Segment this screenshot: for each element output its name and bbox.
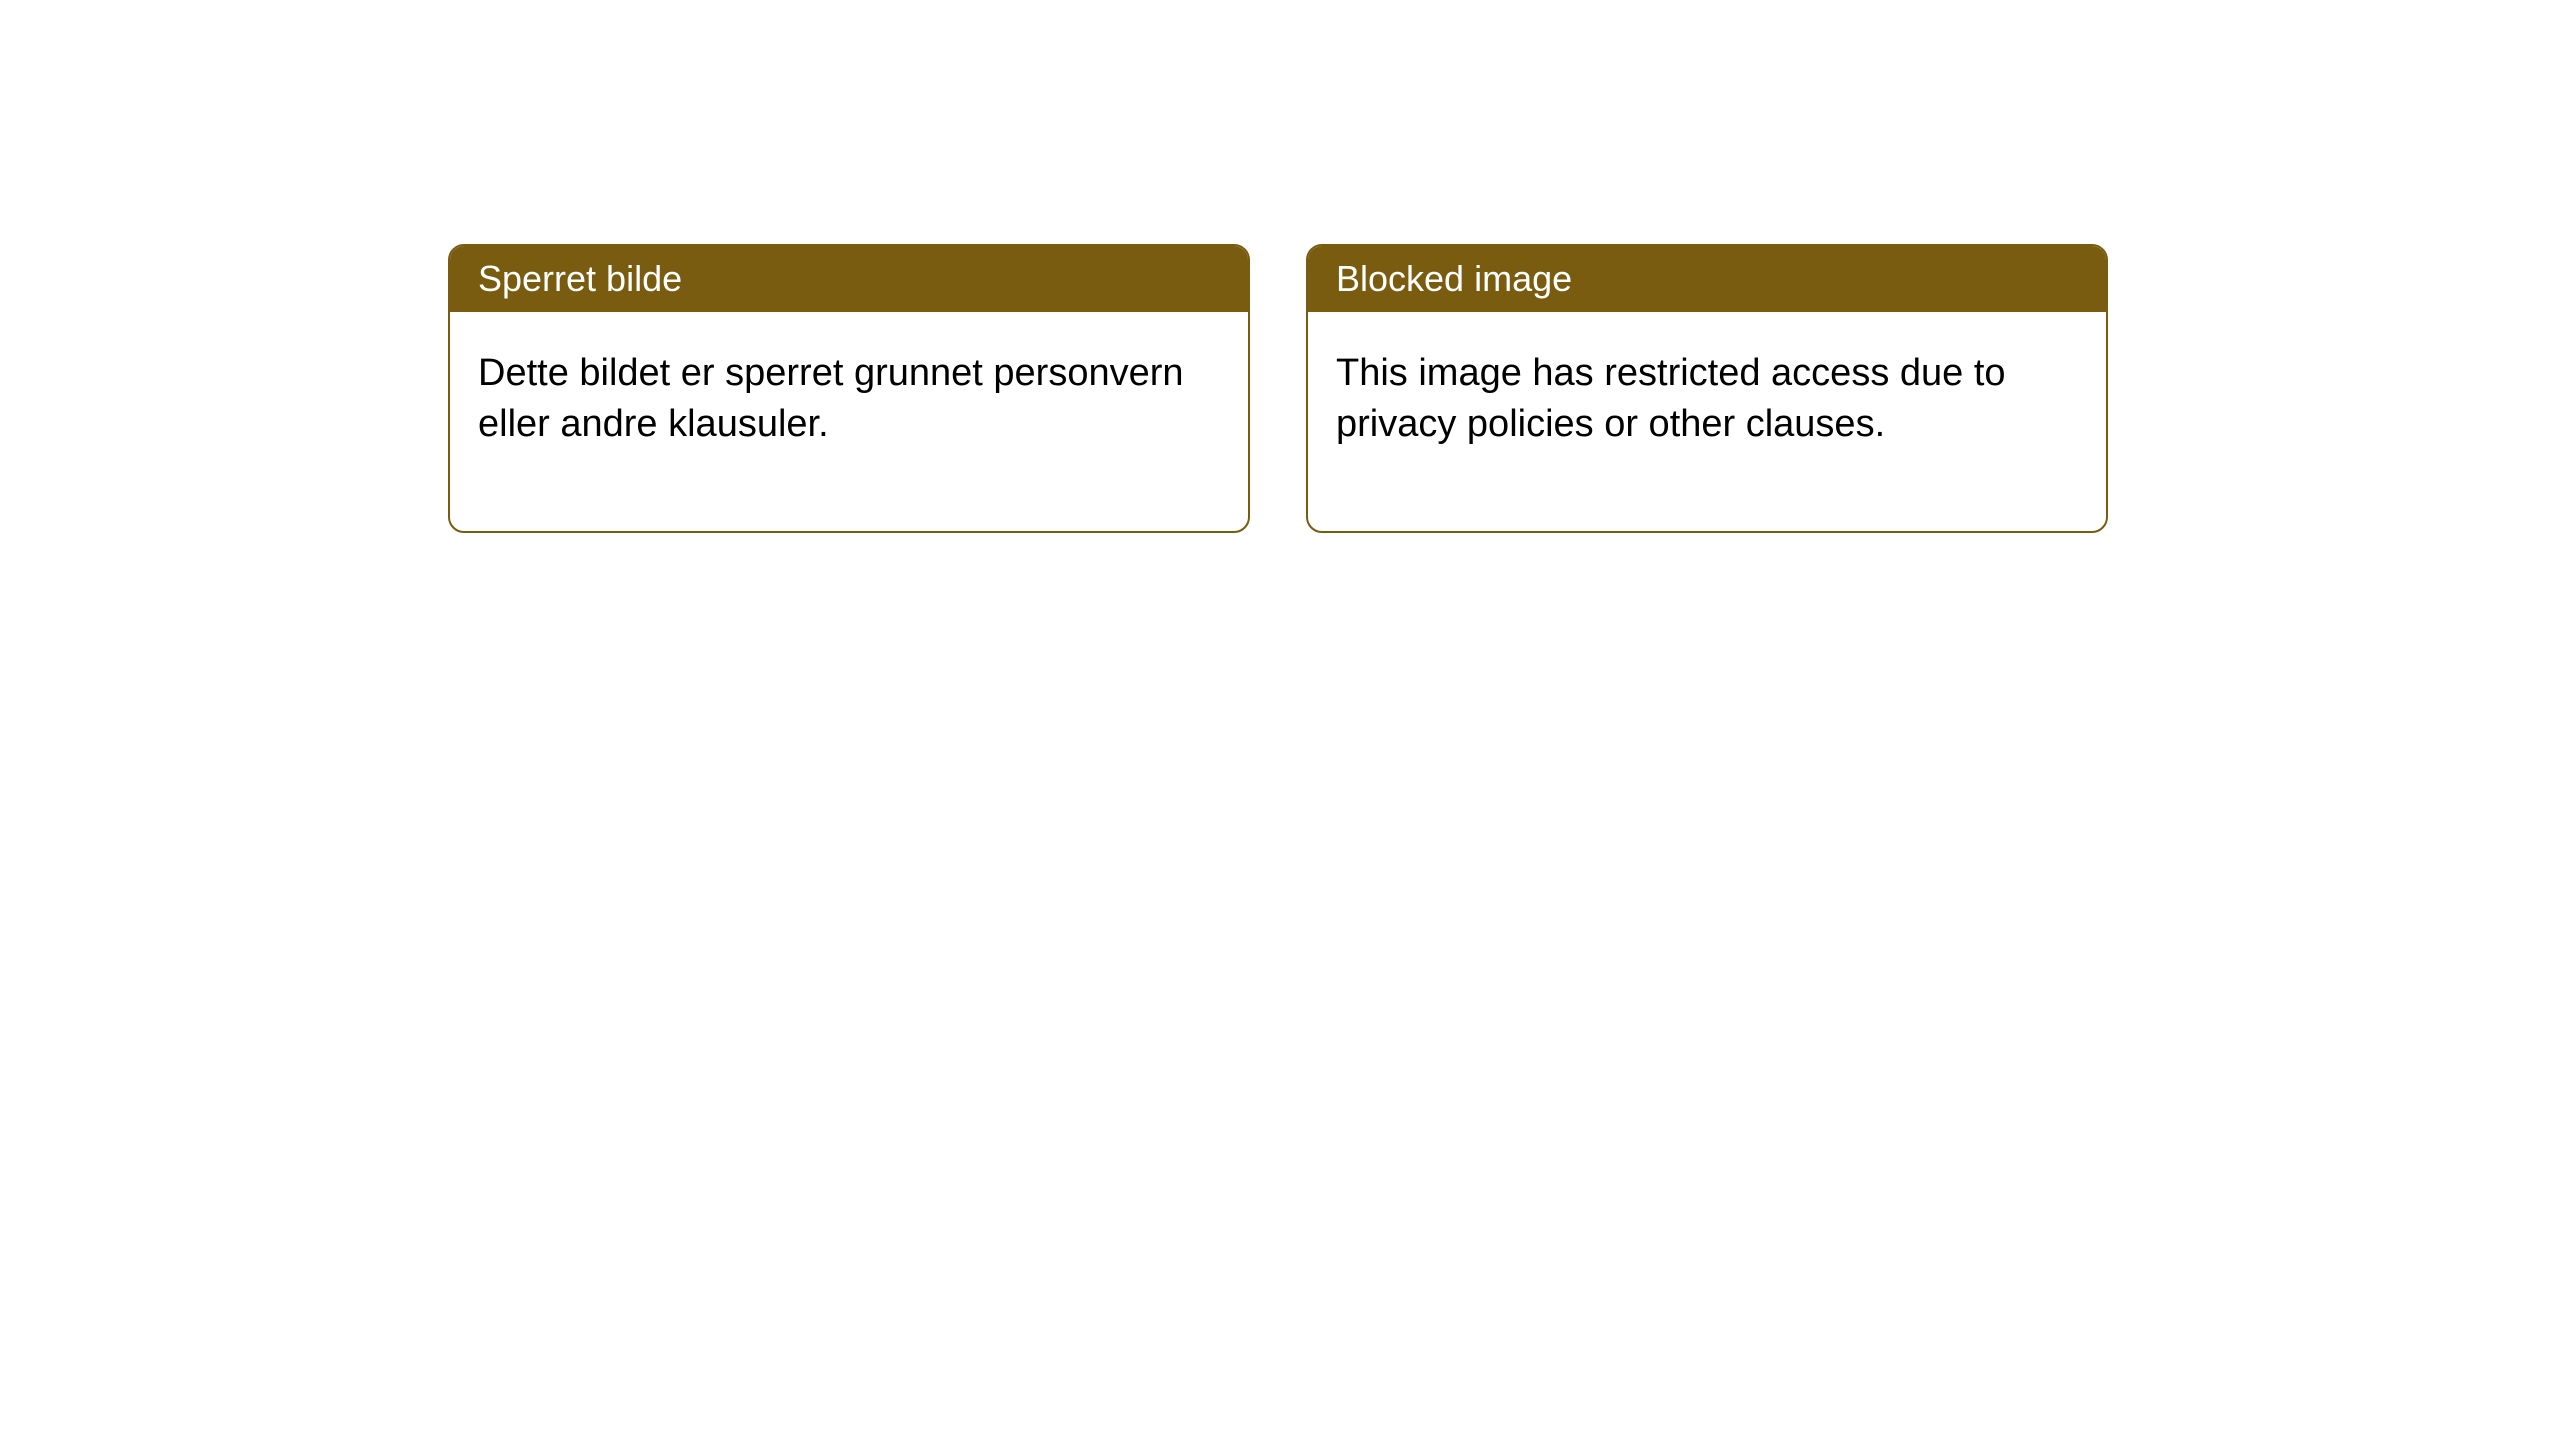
notice-header: Sperret bilde — [450, 246, 1248, 312]
notice-title: Sperret bilde — [478, 258, 682, 299]
notice-title: Blocked image — [1336, 258, 1572, 299]
notice-container: Sperret bilde Dette bildet er sperret gr… — [0, 0, 2560, 533]
notice-body-text: Dette bildet er sperret grunnet personve… — [478, 352, 1184, 445]
notice-card-norwegian: Sperret bilde Dette bildet er sperret gr… — [448, 244, 1250, 533]
notice-header: Blocked image — [1308, 246, 2106, 312]
notice-body: This image has restricted access due to … — [1308, 312, 2106, 531]
notice-body: Dette bildet er sperret grunnet personve… — [450, 312, 1248, 531]
notice-body-text: This image has restricted access due to … — [1336, 352, 2006, 445]
notice-card-english: Blocked image This image has restricted … — [1306, 244, 2108, 533]
